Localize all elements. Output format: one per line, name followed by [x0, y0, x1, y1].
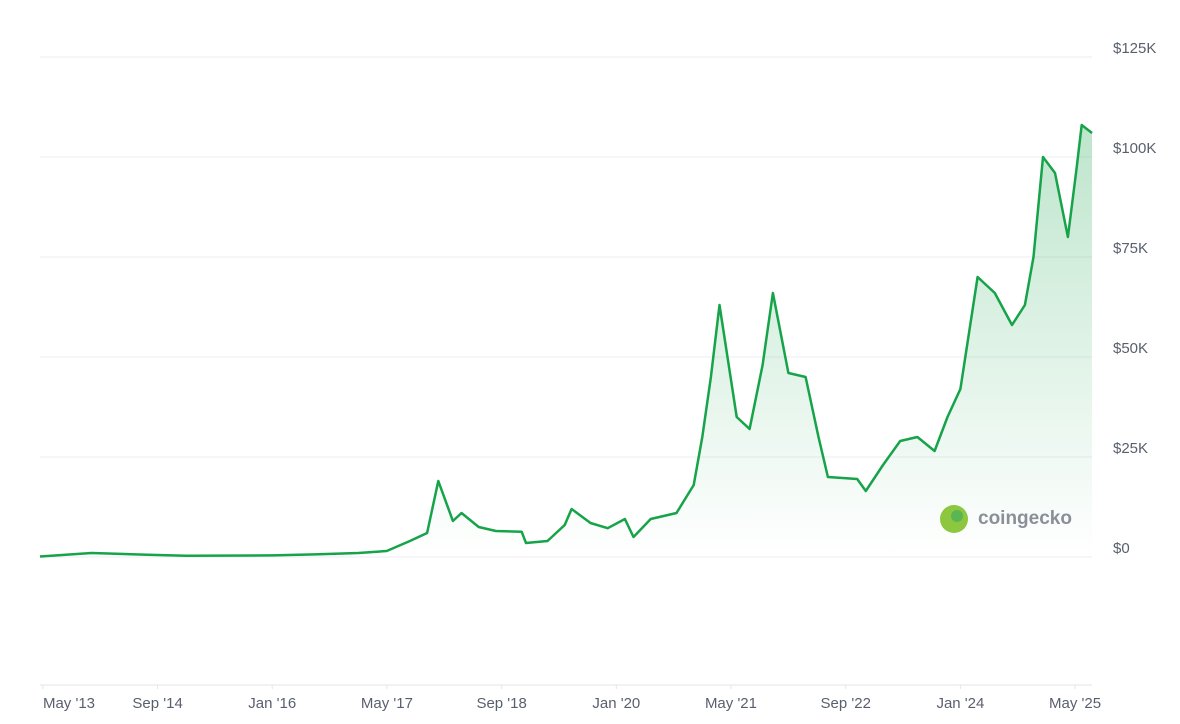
x-tick-label: May '13: [43, 695, 95, 712]
watermark-text: coingecko: [978, 508, 1072, 529]
x-tick-label: Sep '22: [821, 695, 871, 712]
plot: [39, 123, 1093, 558]
x-tick-label: May '25: [1049, 695, 1101, 712]
x-tick-label: Jan '24: [936, 695, 984, 712]
y-tick-label: $50K: [1113, 340, 1148, 357]
area: [40, 125, 1092, 557]
grid: $0 $25K $50K $75K $100K $125K May '13 Sep '14 Ja…: [40, 40, 1156, 712]
price-line: [39, 123, 1093, 558]
x-tick-label: May '21: [705, 695, 757, 712]
x-tick-label: Jan '20: [592, 695, 640, 712]
x-tick-label: Jan '16: [248, 695, 296, 712]
y-tick-label: $0: [1113, 540, 1130, 557]
y-tick-label: $75K: [1113, 240, 1148, 257]
watermark-logo-detail: [951, 510, 963, 522]
y-tick-label: $125K: [1113, 40, 1156, 57]
watermark: coingecko: [940, 505, 1072, 533]
y-tick-label: $25K: [1113, 440, 1148, 457]
x-tick-label: May '17: [361, 695, 413, 712]
y-tick-label: $100K: [1113, 140, 1156, 157]
x-tick-label: Sep '18: [476, 695, 526, 712]
x-tick-label: Sep '14: [132, 695, 182, 712]
